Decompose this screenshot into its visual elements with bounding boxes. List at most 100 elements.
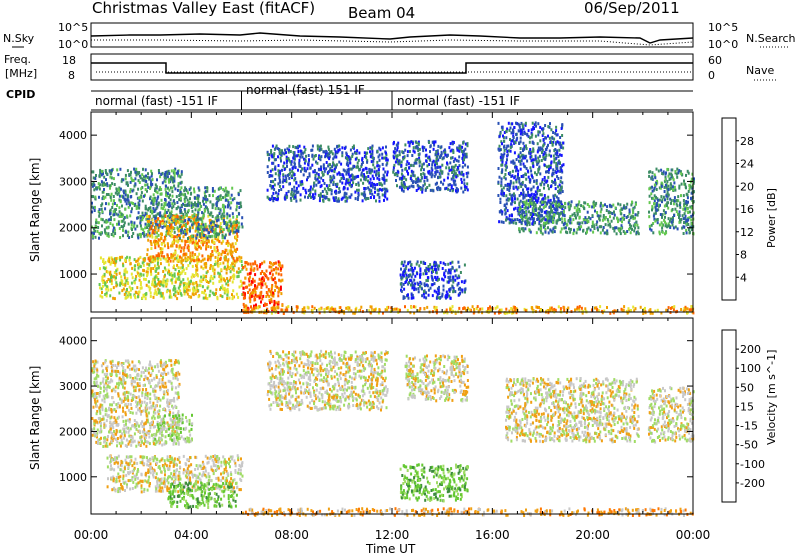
data-cell — [239, 189, 242, 193]
data-cell — [192, 258, 195, 262]
data-cell — [224, 251, 226, 254]
data-cell — [602, 214, 605, 217]
data-cell — [177, 172, 180, 176]
data-cell — [141, 199, 144, 203]
data-cell — [233, 259, 236, 263]
data-cell — [520, 121, 523, 125]
data-cell — [345, 156, 348, 160]
data-cell — [336, 199, 339, 203]
data-cell — [98, 195, 100, 199]
data-cell — [173, 257, 176, 261]
data-cell — [270, 269, 273, 273]
data-cell — [227, 290, 230, 294]
data-cell — [203, 289, 206, 293]
data-cell — [101, 295, 104, 299]
data-cell — [631, 227, 633, 231]
cpid-label: CPID — [6, 88, 35, 101]
data-cell — [266, 293, 269, 297]
data-cell — [311, 144, 314, 148]
data-cell — [190, 275, 193, 279]
data-cell — [626, 230, 629, 233]
data-cell — [411, 181, 414, 184]
data-cell — [147, 224, 150, 227]
data-cell — [214, 230, 217, 233]
data-cell — [411, 266, 414, 270]
data-cell — [377, 168, 380, 171]
data-cell — [561, 207, 564, 211]
data-cell — [171, 217, 174, 220]
data-cell — [214, 207, 217, 211]
data-cell — [207, 245, 210, 249]
data-cell — [313, 169, 316, 172]
data-cell — [101, 210, 104, 214]
data-cell — [232, 261, 235, 265]
data-cell — [164, 268, 167, 272]
data-cell — [214, 227, 217, 231]
data-cell — [176, 263, 179, 267]
data-cell — [412, 170, 415, 174]
data-cell — [550, 128, 553, 132]
data-cell — [347, 172, 350, 176]
data-cell — [177, 229, 180, 233]
data-cell — [455, 175, 458, 179]
data-cell — [447, 275, 450, 279]
data-cell — [217, 197, 220, 201]
data-cell — [544, 136, 547, 140]
data-cell — [512, 181, 515, 185]
data-cell — [167, 201, 170, 205]
data-cell — [167, 246, 170, 250]
data-cell — [273, 183, 276, 187]
data-cell — [201, 254, 204, 258]
data-cell — [149, 195, 152, 199]
data-cell — [157, 226, 160, 230]
data-cell — [312, 170, 315, 174]
data-cell — [430, 175, 433, 179]
data-cell — [135, 291, 138, 295]
data-cell — [357, 191, 360, 195]
data-cell — [278, 184, 281, 188]
data-cell — [139, 221, 142, 225]
data-cell — [527, 206, 530, 210]
data-cell — [113, 228, 116, 232]
data-cell — [270, 287, 273, 291]
data-cell — [278, 264, 281, 268]
data-cell — [428, 155, 431, 159]
data-cell — [187, 248, 190, 252]
data-cell — [277, 155, 279, 159]
data-cell — [554, 182, 557, 186]
data-cell — [271, 174, 274, 178]
data-cell — [270, 297, 273, 301]
data-cell — [124, 270, 127, 274]
data-cell — [428, 267, 431, 271]
data-cell — [164, 174, 167, 178]
data-cell — [599, 214, 602, 218]
data-cell — [464, 163, 467, 167]
data-cell — [415, 262, 418, 266]
data-cell — [357, 193, 360, 197]
data-cell — [466, 182, 469, 186]
data-cell — [117, 220, 120, 224]
data-cell — [195, 265, 198, 268]
data-cell — [130, 287, 133, 291]
data-cell — [178, 246, 181, 250]
data-cell — [499, 201, 502, 204]
data-cell — [238, 255, 241, 259]
data-cell — [567, 202, 570, 206]
data-cell — [225, 271, 228, 275]
data-cell — [196, 203, 199, 207]
data-cell — [273, 187, 276, 191]
data-cell — [144, 207, 147, 211]
data-cell — [524, 227, 527, 231]
data-cell — [596, 220, 599, 224]
data-cell — [176, 170, 179, 174]
data-cell — [446, 295, 449, 299]
data-cell — [586, 218, 589, 222]
data-cell — [191, 236, 194, 240]
data-cell — [193, 212, 196, 216]
data-cell — [437, 296, 440, 300]
data-cell — [361, 156, 364, 160]
data-cell — [325, 161, 328, 164]
data-cell — [272, 291, 274, 295]
data-cell — [509, 171, 512, 175]
data-cell — [382, 167, 385, 171]
